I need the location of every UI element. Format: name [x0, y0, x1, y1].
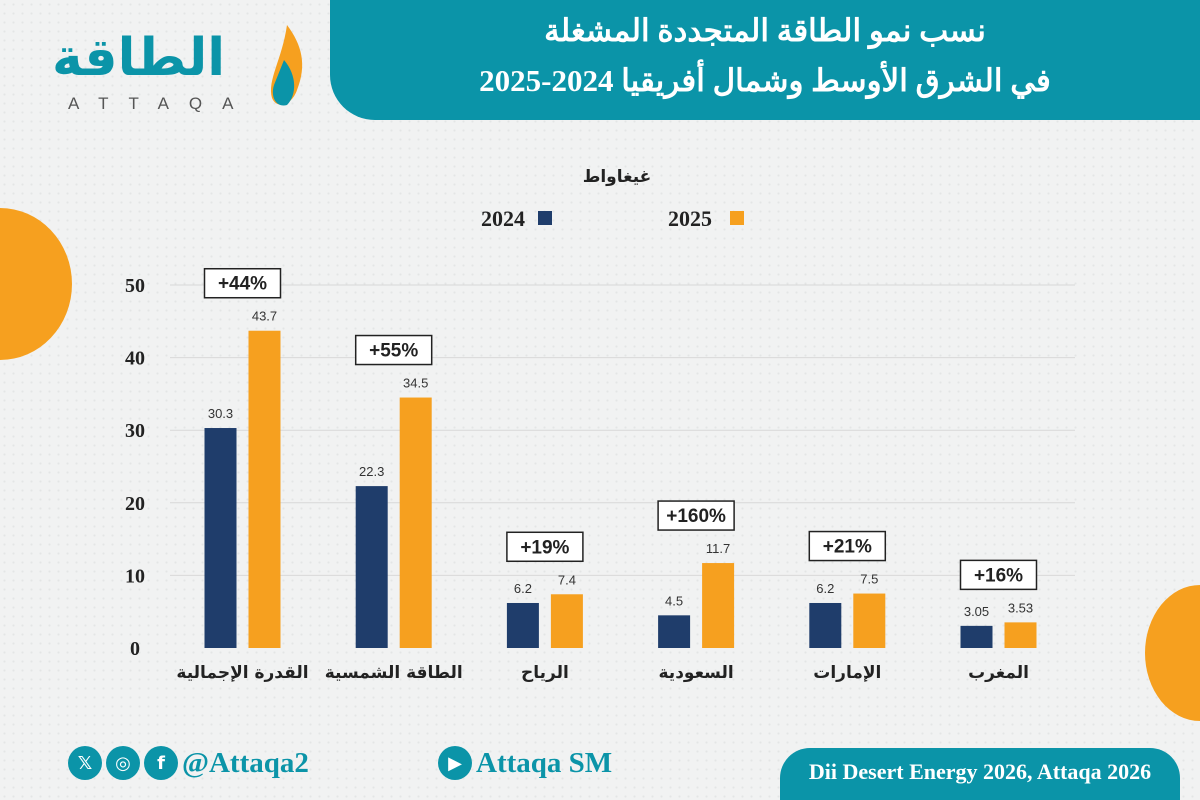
social-links: 𝕏 ◎ f @Attaqa2 — [68, 743, 309, 783]
youtube-channel[interactable]: Attaqa SM — [476, 746, 613, 779]
bar-2024 — [204, 428, 237, 648]
growth-box — [354, 334, 433, 366]
growth-box — [959, 559, 1038, 591]
data-label: 3.53 — [1008, 600, 1033, 615]
y-tick-label: 40 — [125, 348, 145, 370]
data-label: 30.3 — [208, 406, 233, 421]
x-icon[interactable]: 𝕏 — [68, 746, 102, 780]
bar-2025 — [1004, 622, 1037, 648]
data-label: 4.5 — [665, 593, 683, 608]
bar-2025 — [853, 593, 886, 648]
data-label: 34.5 — [403, 376, 428, 391]
youtube-icon[interactable]: ▶ — [438, 746, 472, 780]
y-tick-label: 30 — [125, 420, 145, 442]
facebook-icon[interactable]: f — [144, 746, 178, 780]
y-tick-label: 0 — [130, 638, 140, 660]
growth-box — [203, 267, 282, 299]
data-label: 6.2 — [816, 581, 834, 596]
youtube-link: ▶ Attaqa SM — [438, 743, 612, 783]
title-line-2: في الشرق الأوسط وشمال أفريقيا 2024-2025 — [479, 63, 1051, 98]
growth-box — [657, 500, 735, 531]
data-label: 3.05 — [964, 604, 989, 619]
bar-2025 — [702, 563, 735, 648]
category-label: الطاقة الشمسية — [325, 663, 463, 683]
legend-label-2025: 2025 — [668, 206, 712, 231]
category-label: الرياح — [521, 663, 569, 683]
data-label: 22.3 — [359, 464, 384, 479]
category-label: الإمارات — [813, 663, 881, 683]
y-tick-label: 10 — [125, 565, 145, 587]
source-label: Dii Desert Energy 2026, Attaqa 2026 — [780, 748, 1180, 800]
title-line-1: نسب نمو الطاقة المتجددة المشغلة — [544, 13, 986, 48]
flame-drop-icon — [270, 25, 303, 106]
bar-2024 — [809, 602, 842, 648]
y-tick-label: 50 — [125, 275, 145, 297]
data-label: 6.2 — [514, 581, 532, 596]
bar-2024 — [960, 625, 993, 648]
unit-label: غيغاواط — [583, 167, 652, 187]
growth-label: +21% — [823, 537, 872, 558]
category-label: القدرة الإجمالية — [176, 663, 308, 683]
logo: الطاقة ATTAQA — [40, 20, 320, 120]
y-tick-label: 20 — [125, 493, 145, 515]
bar-2025 — [399, 397, 432, 648]
growth-label: +19% — [520, 537, 569, 558]
growth-label: +55% — [369, 341, 418, 362]
data-label: 11.7 — [706, 541, 730, 556]
growth-box — [506, 531, 584, 563]
growth-label: +44% — [218, 274, 267, 295]
logo-latin: ATTAQA — [68, 94, 254, 113]
bar-2024 — [355, 486, 388, 648]
bar-2025 — [248, 330, 281, 648]
category-label: المغرب — [968, 663, 1029, 683]
legend-label-2024: 2024 — [481, 206, 525, 231]
data-label: 7.5 — [860, 572, 878, 587]
bar-2024 — [506, 602, 539, 648]
instagram-icon[interactable]: ◎ — [106, 746, 140, 780]
legend-swatch-2024 — [538, 211, 552, 225]
growth-label: +16% — [974, 565, 1023, 586]
bar-2025 — [550, 594, 583, 648]
growth-label: +160% — [666, 506, 726, 527]
data-label: 7.4 — [558, 572, 576, 587]
growth-box — [808, 530, 887, 562]
social-handle[interactable]: @Attaqa2 — [182, 746, 309, 779]
legend-swatch-2025 — [730, 211, 744, 225]
bar-2024 — [658, 615, 691, 648]
title-banner: نسب نمو الطاقة المتجددة المشغلة في الشرق… — [330, 0, 1200, 120]
data-label: 43.7 — [252, 309, 277, 324]
logo-arabic: الطاقة — [52, 28, 226, 88]
category-label: السعودية — [659, 663, 734, 683]
